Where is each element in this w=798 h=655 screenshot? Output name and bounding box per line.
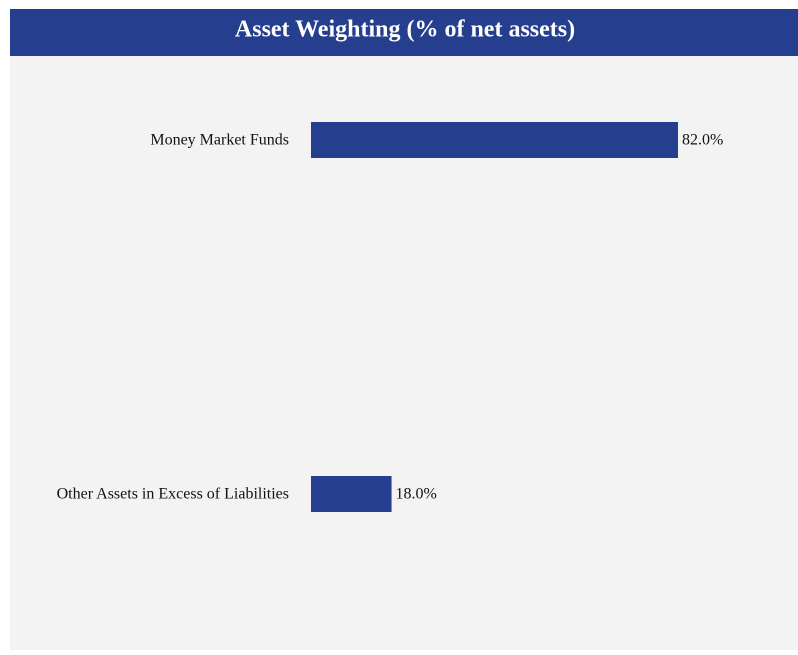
title-band <box>10 9 798 56</box>
chart-title: Asset Weighting (% of net assets) <box>235 17 575 43</box>
value-label: 82.0% <box>682 132 723 149</box>
bar <box>311 122 678 158</box>
category-label: Other Assets in Excess of Liabilities <box>57 486 289 503</box>
bar <box>311 476 392 512</box>
category-label: Money Market Funds <box>150 132 289 149</box>
plot-background <box>10 9 798 650</box>
value-label: 18.0% <box>396 486 437 503</box>
